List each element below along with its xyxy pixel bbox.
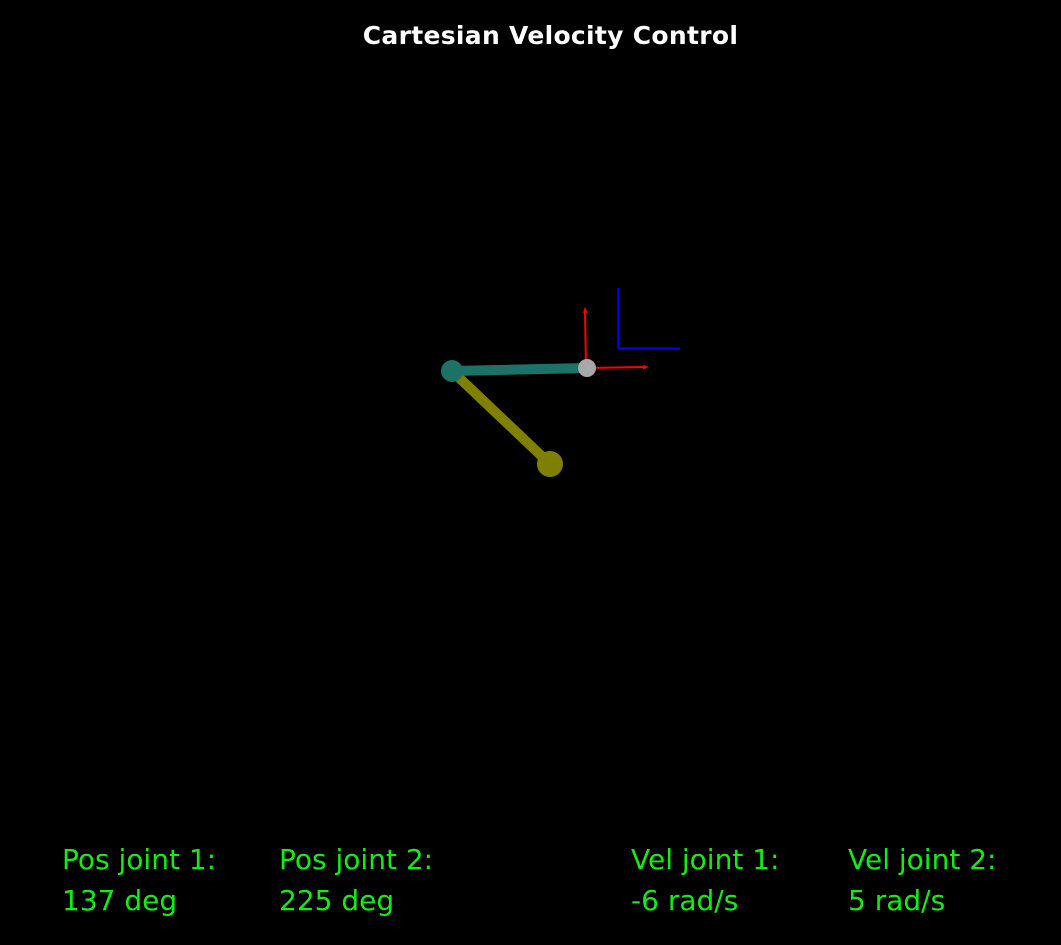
mount-frame-y-axis — [584, 310, 587, 369]
readout-value: 137 deg — [62, 884, 178, 917]
readout-label: Vel joint 2: — [848, 843, 997, 876]
mount-point — [578, 359, 596, 377]
readout-value: 225 deg — [279, 884, 395, 917]
readout-vel-joint-1: Vel joint 1: -6 rad/s — [631, 843, 779, 918]
readout-label: Vel joint 1: — [631, 843, 780, 876]
readout-pos-joint-2: Pos joint 2: 225 deg — [279, 843, 433, 918]
window-title: Cartesian Velocity Control — [362, 21, 739, 50]
link-1 — [447, 363, 592, 376]
readout-vel-joint-2: Vel joint 2: 5 rad/s — [848, 843, 996, 918]
reference-frame — [617, 288, 680, 350]
mount-frame — [583, 307, 649, 370]
readout-label: Pos joint 2: — [279, 843, 434, 876]
readout-value: -6 rad/s — [631, 884, 739, 917]
mount-frame-x-axis — [586, 366, 647, 369]
readout-pos-joint-1: Pos joint 1: 137 deg — [62, 843, 216, 918]
base-joint — [441, 360, 463, 382]
link-2 — [447, 366, 555, 469]
mount-frame-y-arrowhead — [583, 307, 588, 313]
end-effector — [537, 451, 563, 477]
mount-frame-x-arrowhead — [643, 365, 649, 370]
readout-label: Pos joint 1: — [62, 843, 217, 876]
readout-value: 5 rad/s — [848, 884, 946, 917]
